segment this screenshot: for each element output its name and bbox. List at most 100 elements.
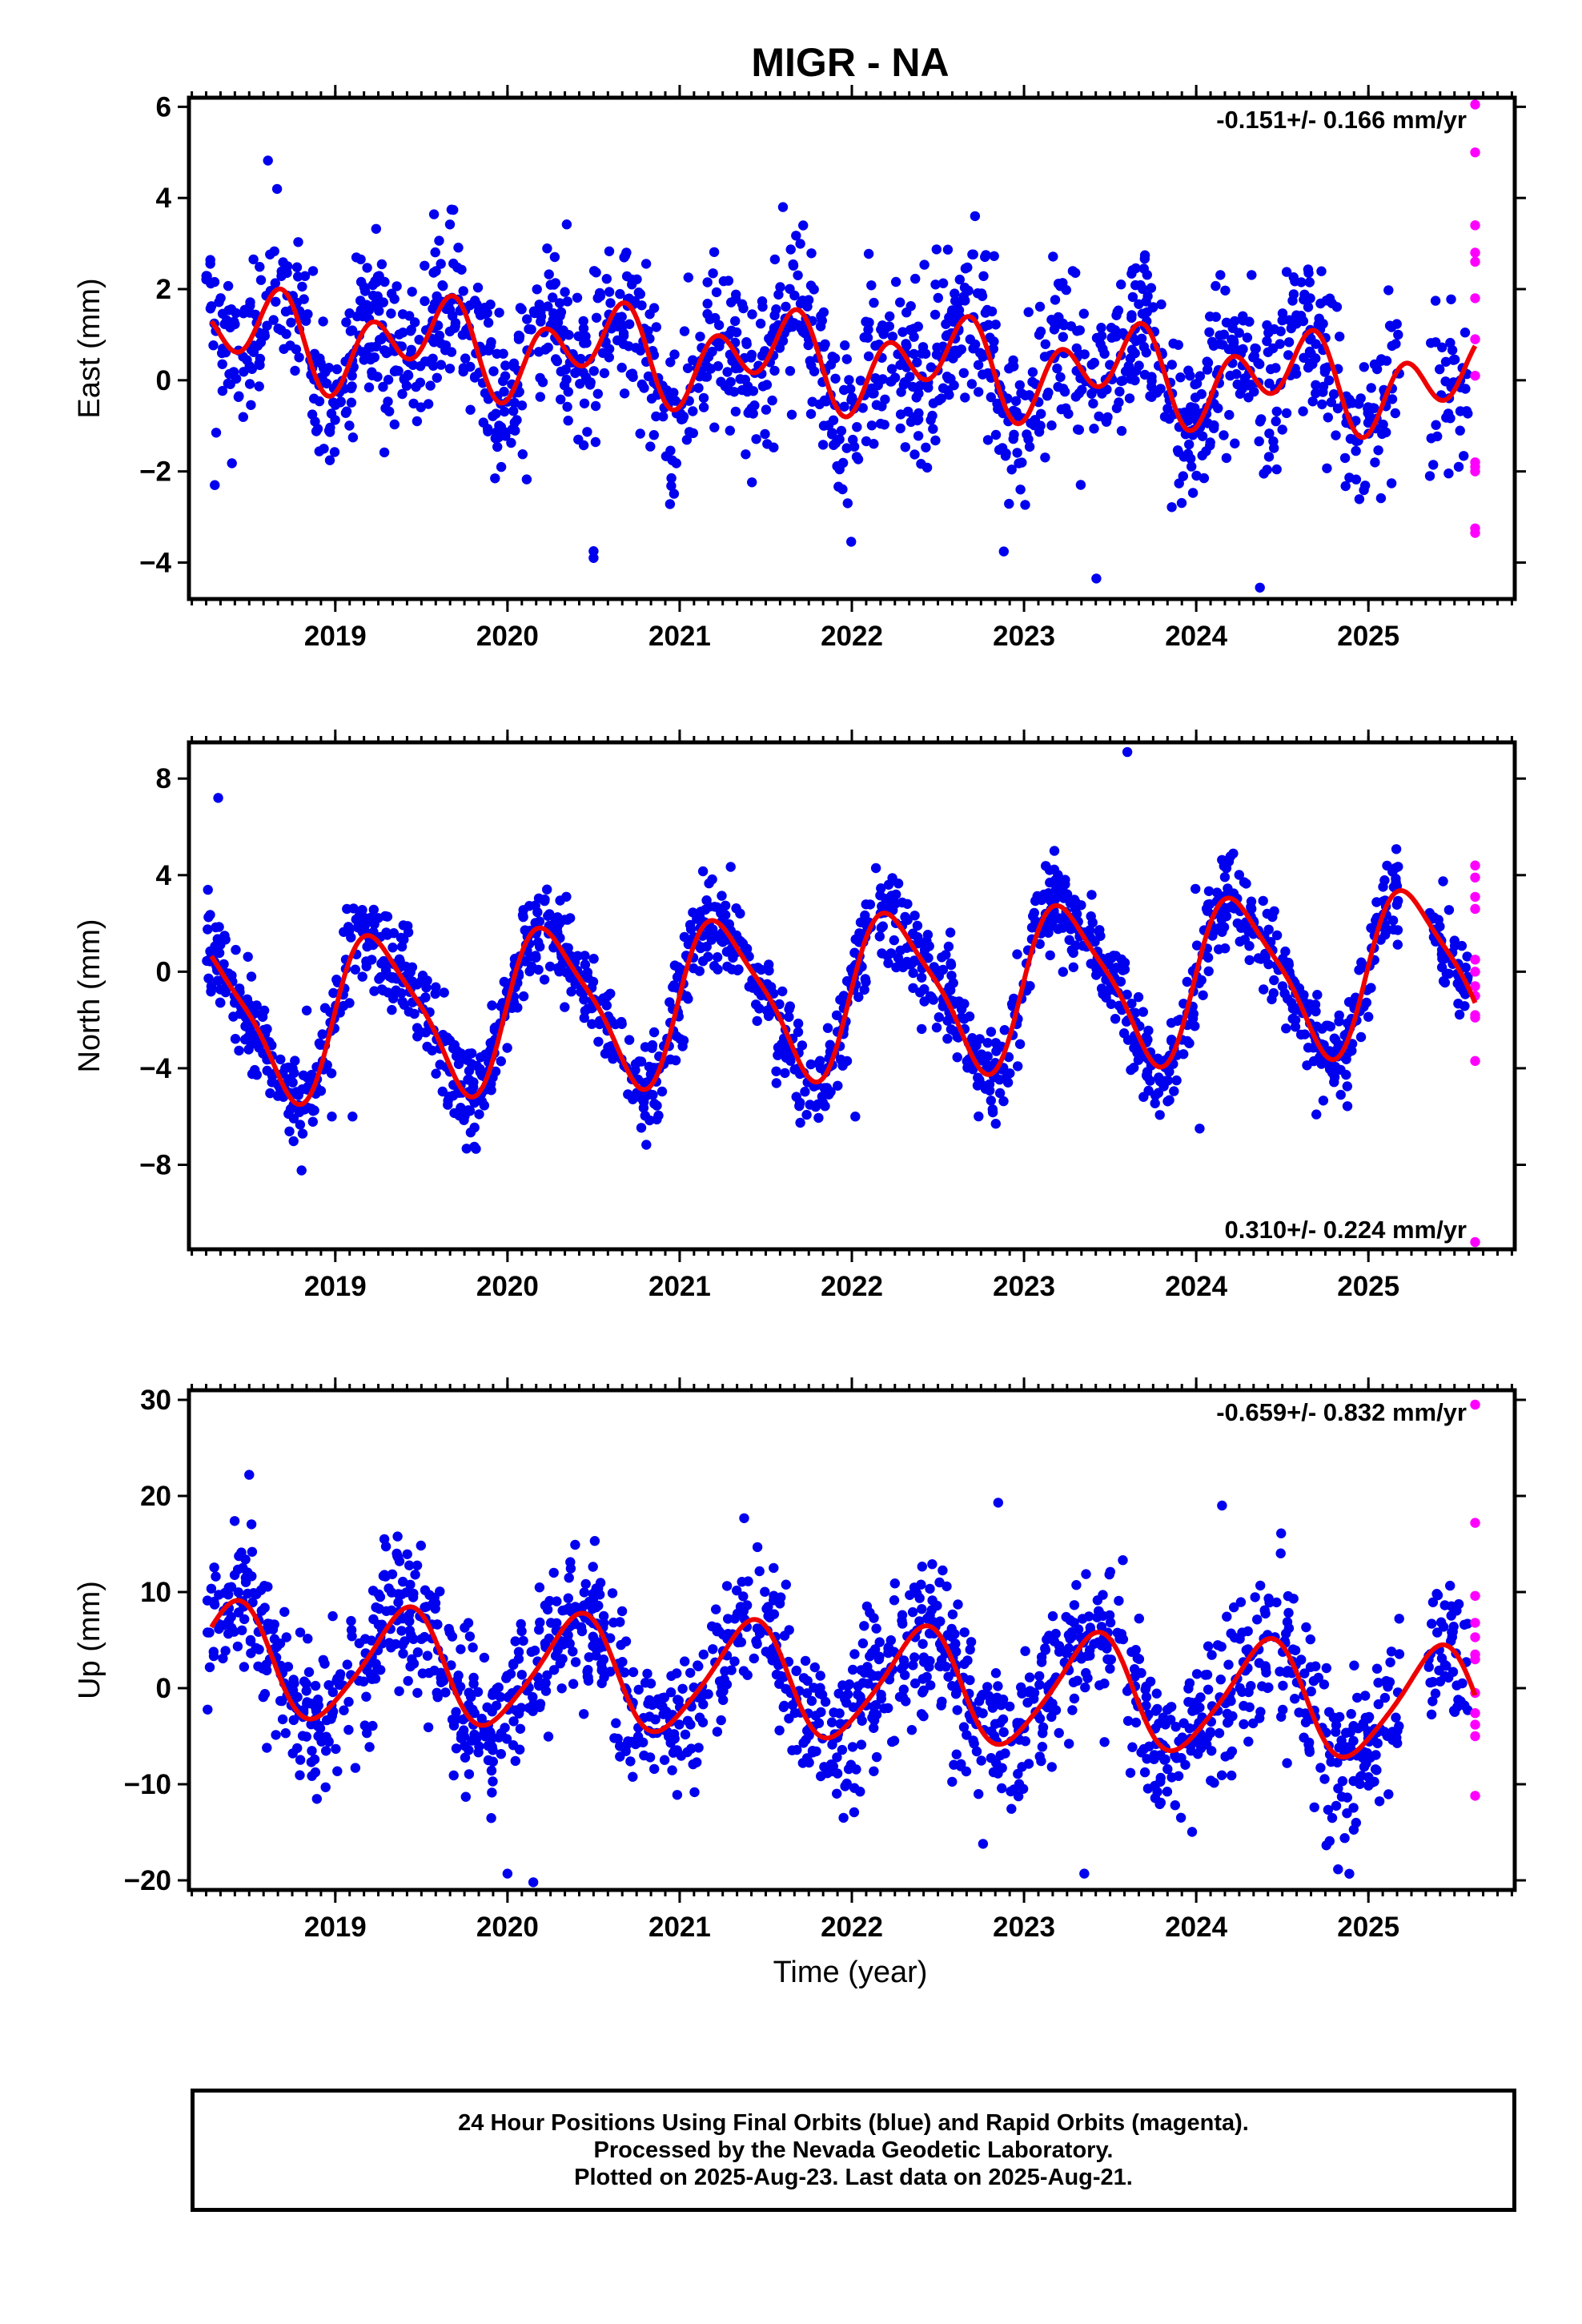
north-final-orbit-point bbox=[348, 903, 359, 914]
east-final-orbit-point bbox=[478, 417, 488, 428]
east-final-orbit-point bbox=[737, 299, 748, 309]
north-final-orbit-point bbox=[801, 1109, 812, 1120]
up-final-orbit-point bbox=[1229, 1602, 1239, 1613]
up-final-orbit-point bbox=[849, 1807, 860, 1818]
north-final-orbit-point bbox=[701, 941, 712, 952]
up-final-orbit-point bbox=[809, 1683, 819, 1693]
up-final-orbit-point bbox=[280, 1728, 291, 1739]
north-final-orbit-point bbox=[656, 1086, 668, 1097]
north-final-orbit-point bbox=[670, 1055, 681, 1066]
north-final-orbit-point bbox=[288, 1136, 299, 1147]
north-final-orbit-point bbox=[344, 998, 355, 1008]
east-final-orbit-point bbox=[793, 270, 803, 280]
east-final-orbit-point bbox=[930, 279, 941, 290]
north-final-orbit-point bbox=[490, 1066, 501, 1077]
north-final-orbit-point bbox=[636, 1123, 647, 1133]
east-final-orbit-point bbox=[846, 537, 857, 547]
north-final-orbit-point bbox=[1188, 1008, 1199, 1019]
up-final-orbit-point bbox=[1125, 1767, 1136, 1778]
east-final-orbit-point bbox=[1191, 470, 1202, 481]
east-final-orbit-point bbox=[612, 315, 623, 326]
east-x-tick-label: 2020 bbox=[476, 621, 539, 652]
east-final-orbit-point bbox=[1262, 336, 1272, 347]
east-final-orbit-point bbox=[1113, 305, 1124, 316]
up-final-orbit-point bbox=[240, 1577, 251, 1587]
up-final-orbit-point bbox=[392, 1531, 403, 1542]
up-final-orbit-point bbox=[1311, 1661, 1321, 1671]
up-x-tick-label: 2022 bbox=[821, 1912, 883, 1943]
east-final-orbit-point bbox=[532, 284, 542, 295]
up-rapid-orbit-point bbox=[1470, 1791, 1480, 1801]
up-final-orbit-point bbox=[1283, 1607, 1294, 1618]
north-final-orbit-point bbox=[917, 1023, 927, 1035]
up-final-orbit-point bbox=[1141, 1691, 1152, 1703]
up-final-orbit-point bbox=[1064, 1739, 1074, 1749]
east-final-orbit-point bbox=[592, 388, 603, 399]
east-final-orbit-point bbox=[434, 235, 444, 246]
east-final-orbit-point bbox=[861, 436, 872, 447]
up-final-orbit-point bbox=[404, 1560, 415, 1570]
east-final-orbit-point bbox=[448, 258, 459, 269]
up-final-orbit-point bbox=[379, 1570, 390, 1580]
east-final-orbit-point bbox=[1042, 391, 1053, 401]
up-final-orbit-point bbox=[754, 1628, 765, 1639]
up-final-orbit-point bbox=[405, 1661, 416, 1672]
up-final-orbit-point bbox=[591, 1651, 601, 1661]
east-final-orbit-point bbox=[886, 376, 897, 387]
north-final-orbit-point bbox=[1041, 861, 1051, 871]
east-final-orbit-point bbox=[1141, 296, 1151, 307]
up-final-orbit-point bbox=[529, 1645, 540, 1656]
east-final-orbit-point bbox=[1199, 472, 1210, 484]
up-final-orbit-point bbox=[1445, 1580, 1456, 1591]
north-final-orbit-point bbox=[998, 1096, 1009, 1107]
up-final-orbit-point bbox=[510, 1636, 520, 1647]
up-final-orbit-point bbox=[257, 1663, 268, 1674]
east-final-orbit-point bbox=[1232, 379, 1243, 390]
east-final-orbit-point bbox=[1251, 344, 1261, 354]
east-final-orbit-point bbox=[472, 282, 484, 293]
east-final-orbit-point bbox=[986, 392, 997, 403]
east-final-orbit-point bbox=[599, 368, 610, 379]
north-final-orbit-point bbox=[1032, 891, 1042, 902]
north-final-orbit-point bbox=[876, 883, 886, 894]
north-final-orbit-point bbox=[865, 899, 876, 910]
east-final-orbit-point bbox=[781, 301, 791, 312]
east-final-orbit-point bbox=[840, 340, 850, 351]
up-final-orbit-point bbox=[379, 1534, 390, 1545]
east-final-orbit-point bbox=[988, 344, 999, 354]
up-final-orbit-point bbox=[396, 1626, 407, 1636]
up-final-orbit-point bbox=[259, 1602, 270, 1613]
east-final-orbit-point bbox=[1203, 357, 1214, 368]
east-final-orbit-point bbox=[1197, 431, 1208, 441]
east-final-orbit-point bbox=[1431, 337, 1441, 348]
east-final-orbit-point bbox=[588, 553, 599, 563]
east-final-orbit-point bbox=[767, 395, 777, 406]
up-final-orbit-point bbox=[1275, 1548, 1286, 1558]
north-final-orbit-point bbox=[297, 1128, 308, 1139]
up-rapid-orbit-point bbox=[1470, 1590, 1480, 1602]
east-final-orbit-point bbox=[1174, 478, 1184, 489]
up-final-orbit-point bbox=[1319, 1679, 1330, 1690]
up-final-orbit-point bbox=[534, 1624, 544, 1635]
north-final-orbit-point bbox=[1295, 1029, 1307, 1040]
up-final-orbit-point bbox=[927, 1595, 938, 1606]
east-final-orbit-point bbox=[1228, 336, 1239, 346]
up-final-orbit-point bbox=[271, 1730, 281, 1740]
east-final-orbit-point bbox=[1288, 272, 1299, 283]
east-final-orbit-point bbox=[307, 266, 319, 276]
up-x-tick-label: 2025 bbox=[1337, 1912, 1399, 1943]
up-final-orbit-point bbox=[1435, 1617, 1447, 1627]
up-final-orbit-point bbox=[916, 1579, 926, 1590]
north-model-fit-line bbox=[209, 888, 1478, 1108]
up-final-orbit-point bbox=[1333, 1783, 1343, 1794]
north-final-orbit-point bbox=[1390, 862, 1401, 874]
up-final-orbit-point bbox=[323, 1736, 334, 1747]
east-final-orbit-point bbox=[635, 428, 645, 439]
north-rapid-orbit-point bbox=[1470, 860, 1480, 870]
up-final-orbit-point bbox=[391, 1548, 402, 1559]
east-final-orbit-point bbox=[1386, 478, 1397, 489]
east-final-orbit-point bbox=[1020, 500, 1030, 510]
east-final-orbit-point bbox=[254, 381, 264, 392]
north-final-orbit-point bbox=[1115, 976, 1126, 987]
